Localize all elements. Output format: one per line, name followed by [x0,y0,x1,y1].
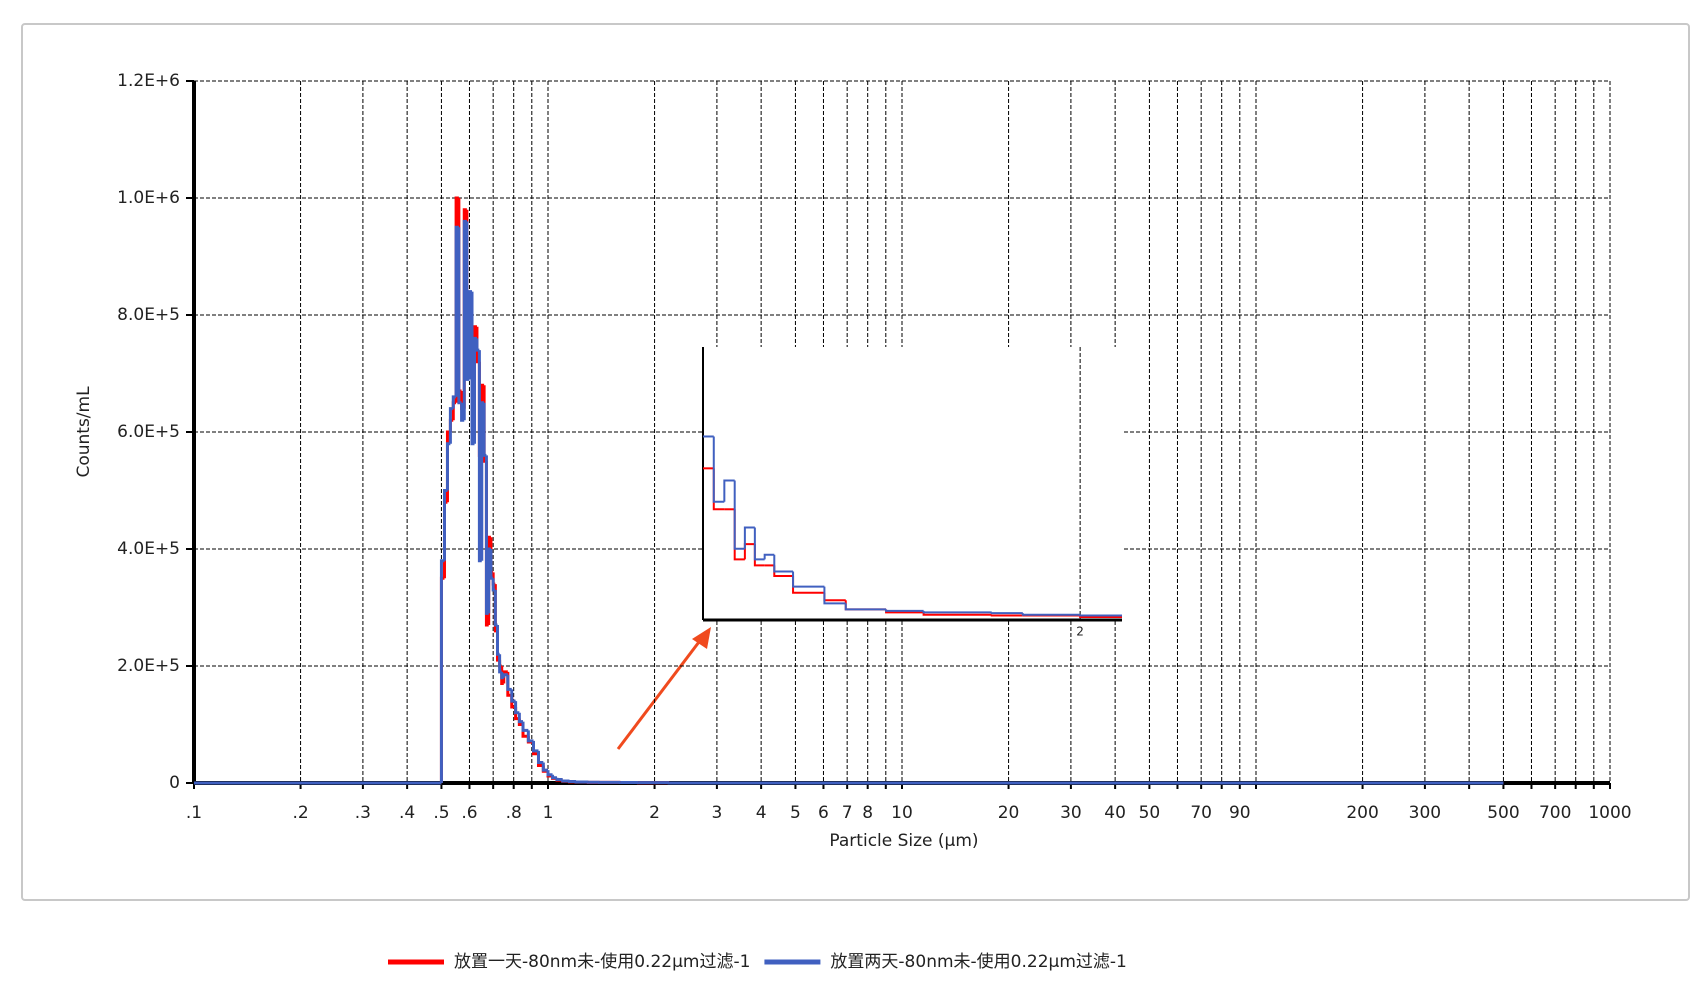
step-segment [563,779,570,780]
inset-background [703,347,1122,620]
x-tick-label: 70 [1190,803,1212,823]
x-tick-label: .8 [506,803,522,823]
step-segment [992,612,1023,613]
step-segment [569,781,576,782]
y-tick-label: 8.0E+5 [117,305,180,325]
x-tick-label: 6 [818,803,829,823]
x-tick-label: 1 [543,803,554,823]
legend-label: 放置一天-80nm未-使用0.22μm过滤-1 [454,951,750,972]
x-tick-label: 500 [1487,803,1519,823]
x-tick-label: 50 [1139,803,1161,823]
x-tick-label: .1 [186,803,202,823]
y-tick-label: 2.0E+5 [117,656,180,676]
x-tick-label: 30 [1060,803,1082,823]
x-axis-label: Particle Size (µm) [829,831,978,851]
x-tick-label: .2 [292,803,308,823]
step-segment [557,778,563,780]
x-tick-label: 5 [790,803,801,823]
y-tick-label: 1.2E+6 [117,71,180,91]
y-axis-label: Counts/mL [74,386,94,478]
x-tick-label: 3 [711,803,722,823]
x-tick-label: .5 [433,803,449,823]
x-tick-label: 2 [1076,625,1084,639]
x-tick-label: 90 [1229,803,1251,823]
y-tick-label: 6.0E+5 [117,422,180,442]
step-segment [992,615,1023,616]
x-tick-label: .3 [355,803,371,823]
x-tick-label: 2 [649,803,660,823]
x-tick-label: 700 [1539,803,1571,823]
x-tick-label: 8 [862,803,873,823]
y-tick-label: 0 [169,773,180,793]
x-tick-label: 7 [842,803,853,823]
legend-label: 放置两天-80nm未-使用0.22μm过滤-1 [830,951,1126,972]
y-tick-label: 1.0E+6 [117,188,180,208]
x-tick-label: 10 [891,803,913,823]
x-tick-label: .6 [461,803,477,823]
x-tick-label: 4 [756,803,767,823]
x-tick-label: .4 [399,803,415,823]
x-tick-label: 300 [1409,803,1441,823]
x-tick-label: 20 [998,803,1020,823]
x-tick-label: 1000 [1588,803,1631,823]
y-tick-label: 4.0E+5 [117,539,180,559]
x-tick-label: 200 [1346,803,1378,823]
step-segment [1080,615,1122,616]
inset: 2 [703,347,1122,639]
x-tick-label: 40 [1104,803,1126,823]
